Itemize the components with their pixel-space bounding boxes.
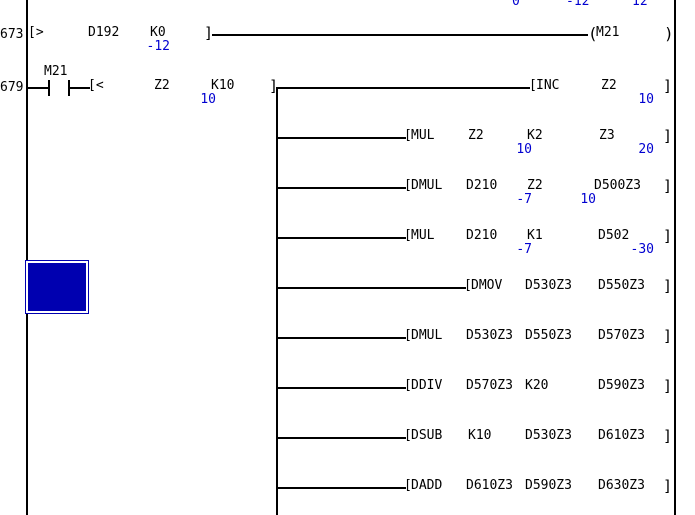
instruction-dadd-operand-2[interactable]: D630Z3 bbox=[598, 478, 645, 493]
instruction-dmul-2-mnemonic[interactable]: DMUL bbox=[411, 328, 443, 343]
instruction-dadd-open-bracket[interactable]: [ bbox=[404, 478, 412, 493]
coil-m21-label[interactable]: M21 bbox=[596, 25, 620, 40]
instruction-mul-2-mnemonic[interactable]: MUL bbox=[411, 228, 435, 243]
instruction-dmul-1-mnemonic[interactable]: DMUL bbox=[411, 178, 443, 193]
instruction-mul-1-operand-2-value: 20 bbox=[638, 142, 654, 157]
contact-bar-right bbox=[68, 80, 70, 96]
operand-k10-compare[interactable]: K10 bbox=[211, 78, 235, 93]
instruction-dmov-operand-1[interactable]: D550Z3 bbox=[598, 278, 645, 293]
instruction-mul-2-operand-0[interactable]: D210 bbox=[466, 228, 498, 243]
instruction-mul-2-operand-1-value: -7 bbox=[516, 242, 532, 257]
instruction-dmul-2-operand-2[interactable]: D570Z3 bbox=[598, 328, 645, 343]
instruction-inc-operand-0-value: 10 bbox=[638, 92, 654, 107]
branch-wire-inc bbox=[276, 87, 530, 89]
instruction-mul-2-open-bracket[interactable]: [ bbox=[404, 228, 412, 243]
instruction-dmov-close-bracket: ] bbox=[663, 277, 673, 295]
compare-greater-close-bracket: ] bbox=[204, 24, 214, 42]
clipped-value-2: 12 bbox=[632, 0, 648, 9]
step-number-673: 673 bbox=[0, 27, 24, 42]
branch-wire-dadd bbox=[276, 487, 406, 489]
branch-wire-mul-1 bbox=[276, 137, 406, 139]
instruction-dmov-open-bracket[interactable]: [ bbox=[464, 278, 472, 293]
instruction-dmov-operand-0[interactable]: D530Z3 bbox=[525, 278, 572, 293]
branch-vertical-rail bbox=[276, 87, 278, 515]
coil-open-paren: ( bbox=[588, 24, 598, 43]
monitor-value-k0: -12 bbox=[146, 39, 170, 54]
instruction-ddiv-operand-2[interactable]: D590Z3 bbox=[598, 378, 645, 393]
instruction-dmul-1-operand-0[interactable]: D210 bbox=[466, 178, 498, 193]
rung-679-wire-in bbox=[26, 87, 48, 89]
instruction-mul-2-close-bracket: ] bbox=[663, 227, 673, 245]
rung-679-wire-mid bbox=[70, 87, 90, 89]
instruction-dmul-1-operand-2-value: 10 bbox=[580, 192, 596, 207]
operand-k0[interactable]: K0 bbox=[150, 25, 166, 40]
step-number-679: 679 bbox=[0, 80, 24, 95]
branch-wire-dsub bbox=[276, 437, 406, 439]
instruction-dsub-operand-0[interactable]: K10 bbox=[468, 428, 492, 443]
instruction-ddiv-mnemonic[interactable]: DDIV bbox=[411, 378, 443, 393]
instruction-ddiv-operand-0[interactable]: D570Z3 bbox=[466, 378, 513, 393]
contact-m21[interactable] bbox=[48, 80, 70, 96]
instruction-mul-1-operand-0[interactable]: Z2 bbox=[468, 128, 484, 143]
instruction-dmul-2-operand-0[interactable]: D530Z3 bbox=[466, 328, 513, 343]
compare-less-close-bracket: ] bbox=[269, 77, 279, 95]
instruction-mul-1-operand-1-value: 10 bbox=[516, 142, 532, 157]
instruction-dsub-open-bracket[interactable]: [ bbox=[404, 428, 412, 443]
contact-bar-left bbox=[48, 80, 50, 96]
operand-d192[interactable]: D192 bbox=[88, 25, 120, 40]
instruction-mul-2-operand-1[interactable]: K1 bbox=[527, 228, 543, 243]
instruction-dmul-2-operand-1[interactable]: D550Z3 bbox=[525, 328, 572, 343]
instruction-inc-open-bracket[interactable]: [ bbox=[529, 78, 537, 93]
branch-wire-mul-2 bbox=[276, 237, 406, 239]
instruction-dmul-1-close-bracket: ] bbox=[663, 177, 673, 195]
instruction-inc-operand-0[interactable]: Z2 bbox=[601, 78, 617, 93]
instruction-dmul-1-open-bracket[interactable]: [ bbox=[404, 178, 412, 193]
instruction-dmul-2-open-bracket[interactable]: [ bbox=[404, 328, 412, 343]
instruction-dmul-1-operand-1-value: -7 bbox=[516, 192, 532, 207]
power-rail-right bbox=[674, 0, 676, 515]
instruction-mul-2-operand-2-value: -30 bbox=[630, 242, 654, 257]
compare-greater-open-bracket[interactable]: [> bbox=[28, 25, 44, 40]
branch-wire-dmul-1 bbox=[276, 187, 406, 189]
instruction-dsub-mnemonic[interactable]: DSUB bbox=[411, 428, 443, 443]
instruction-inc-close-bracket: ] bbox=[663, 77, 673, 95]
instruction-mul-1-operand-1[interactable]: K2 bbox=[527, 128, 543, 143]
compare-less-open-bracket[interactable]: [< bbox=[88, 78, 104, 93]
instruction-ddiv-operand-1[interactable]: K20 bbox=[525, 378, 549, 393]
instruction-dadd-close-bracket: ] bbox=[663, 477, 673, 495]
coil-close-paren: ) bbox=[664, 24, 674, 43]
contact-m21-label: M21 bbox=[44, 64, 68, 79]
instruction-dmov-mnemonic[interactable]: DMOV bbox=[471, 278, 503, 293]
clipped-value-0: 0 bbox=[512, 0, 520, 9]
instruction-mul-1-operand-2[interactable]: Z3 bbox=[599, 128, 615, 143]
instruction-dmul-2-close-bracket: ] bbox=[663, 327, 673, 345]
instruction-dsub-operand-1[interactable]: D530Z3 bbox=[525, 428, 572, 443]
instruction-dsub-operand-2[interactable]: D610Z3 bbox=[598, 428, 645, 443]
instruction-dadd-operand-1[interactable]: D590Z3 bbox=[525, 478, 572, 493]
instruction-inc-mnemonic[interactable]: INC bbox=[536, 78, 560, 93]
instruction-mul-1-open-bracket[interactable]: [ bbox=[404, 128, 412, 143]
branch-wire-ddiv bbox=[276, 387, 406, 389]
selection-cursor[interactable] bbox=[25, 260, 89, 314]
instruction-ddiv-close-bracket: ] bbox=[663, 377, 673, 395]
clipped-value-1: -12 bbox=[566, 0, 590, 9]
branch-wire-dmul-2 bbox=[276, 337, 406, 339]
monitor-value-k10: 10 bbox=[200, 92, 216, 107]
instruction-mul-2-operand-2[interactable]: D502 bbox=[598, 228, 630, 243]
branch-wire-dmov bbox=[276, 287, 466, 289]
instruction-dmul-1-operand-2[interactable]: D500Z3 bbox=[594, 178, 641, 193]
operand-z2-compare[interactable]: Z2 bbox=[154, 78, 170, 93]
instruction-mul-1-mnemonic[interactable]: MUL bbox=[411, 128, 435, 143]
rung-673-wire bbox=[212, 34, 588, 36]
instruction-dadd-mnemonic[interactable]: DADD bbox=[411, 478, 443, 493]
power-rail-left bbox=[26, 0, 28, 515]
instruction-mul-1-close-bracket: ] bbox=[663, 127, 673, 145]
instruction-dmul-1-operand-1[interactable]: Z2 bbox=[527, 178, 543, 193]
instruction-ddiv-open-bracket[interactable]: [ bbox=[404, 378, 412, 393]
instruction-dsub-close-bracket: ] bbox=[663, 427, 673, 445]
instruction-dadd-operand-0[interactable]: D610Z3 bbox=[466, 478, 513, 493]
